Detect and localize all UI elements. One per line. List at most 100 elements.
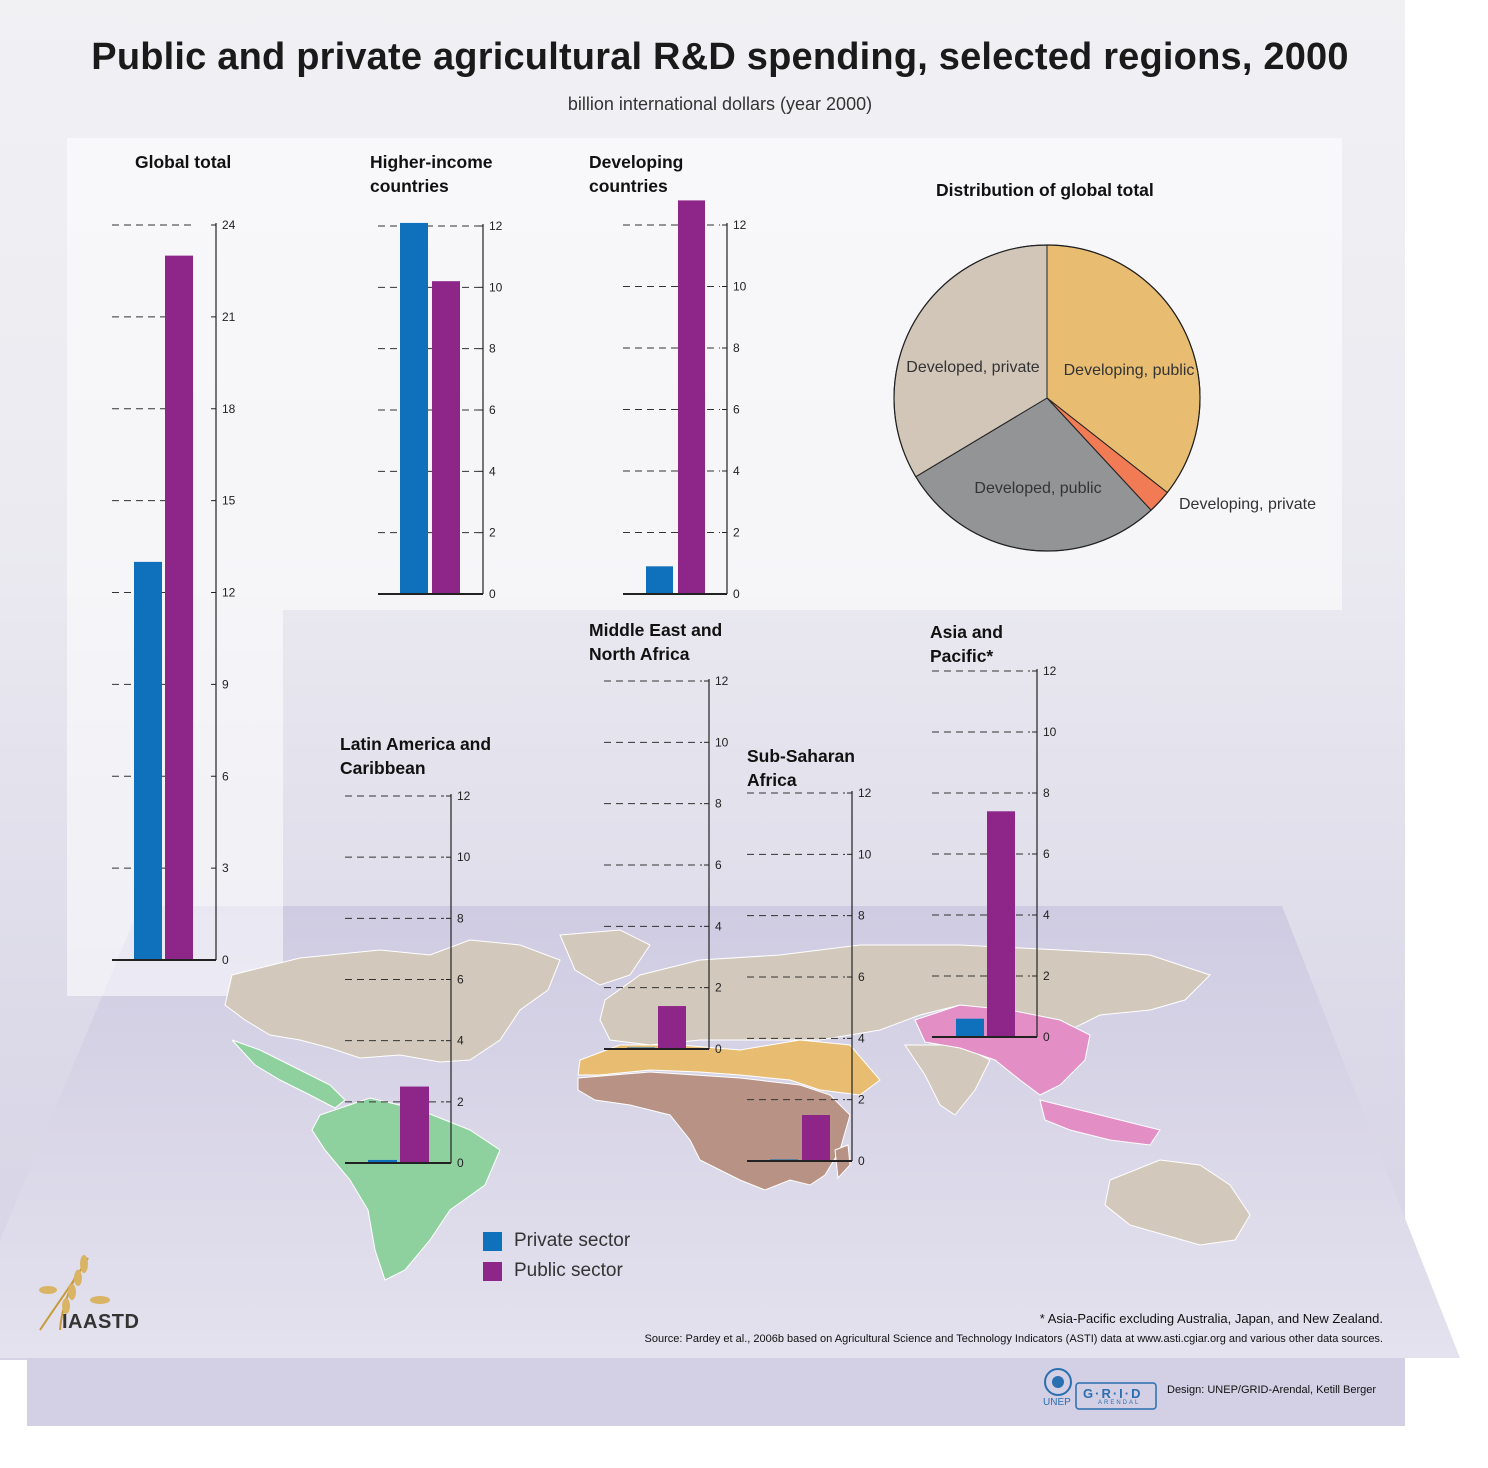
pie-label: Developed, public bbox=[974, 480, 1101, 497]
legend-label-public: Public sector bbox=[514, 1260, 623, 1281]
y-tick-label: 6 bbox=[457, 973, 464, 987]
chart-title-line: Latin America and bbox=[340, 734, 492, 754]
y-tick-label: 8 bbox=[1043, 786, 1050, 800]
pie-label: Developing, public bbox=[1064, 362, 1195, 379]
y-tick-label: 6 bbox=[1043, 847, 1050, 861]
y-tick-label: 0 bbox=[489, 587, 496, 601]
grid-logo-text: G·R·I·D bbox=[1083, 1386, 1143, 1401]
y-tick-label: 3 bbox=[222, 861, 229, 875]
chart-title-sub-saharan: Sub-Saharan Africa bbox=[747, 744, 855, 792]
y-tick-label: 24 bbox=[222, 218, 236, 232]
y-tick-label: 12 bbox=[715, 674, 729, 688]
y-tick-label: 4 bbox=[457, 1034, 464, 1048]
bar-public bbox=[432, 281, 460, 594]
y-tick-label: 4 bbox=[1043, 908, 1050, 922]
y-tick-label: 0 bbox=[457, 1156, 464, 1170]
footer-band bbox=[27, 1358, 1405, 1426]
y-tick-label: 12 bbox=[858, 786, 872, 800]
chart-title-line: Developing bbox=[589, 152, 684, 172]
chart-title-line: Caribbean bbox=[340, 758, 426, 778]
chart-title-line: Higher-income bbox=[370, 152, 493, 172]
y-tick-label: 12 bbox=[733, 218, 747, 232]
wheat-icon bbox=[39, 1255, 110, 1331]
map-australia bbox=[1104, 1159, 1251, 1246]
iaastd-logo-text: IAASTD bbox=[62, 1311, 140, 1333]
design-credit: Design: UNEP/GRID-Arendal, Ketill Berger bbox=[1167, 1384, 1377, 1396]
map-central-america bbox=[231, 1039, 346, 1109]
y-tick-label: 8 bbox=[489, 342, 496, 356]
grid-logo-icon bbox=[1075, 1382, 1157, 1410]
chart-title-line: countries bbox=[589, 176, 668, 196]
map-south-america bbox=[311, 1097, 501, 1281]
y-tick-label: 9 bbox=[222, 677, 229, 691]
y-tick-label: 2 bbox=[489, 526, 496, 540]
y-tick-label: 6 bbox=[489, 403, 496, 417]
bar-private bbox=[368, 1159, 397, 1163]
chart-title-line: countries bbox=[370, 176, 449, 196]
legend-item-public: Public sector bbox=[483, 1260, 623, 1282]
y-tick-label: 0 bbox=[858, 1154, 865, 1168]
chart-title-line: Middle East and bbox=[589, 620, 723, 640]
y-tick-label: 12 bbox=[1043, 664, 1057, 678]
y-tick-label: 4 bbox=[858, 1031, 865, 1045]
legend-swatch-public bbox=[483, 1261, 502, 1281]
page-title: Public and private agricultural R&D spen… bbox=[91, 36, 1349, 78]
bar-public bbox=[658, 1006, 686, 1049]
y-tick-label: 10 bbox=[489, 280, 503, 294]
y-tick-label: 0 bbox=[1043, 1030, 1050, 1044]
chart-title-line: Africa bbox=[747, 770, 797, 790]
y-tick-label: 8 bbox=[715, 797, 722, 811]
y-tick-label: 8 bbox=[457, 911, 464, 925]
chart-title-line: Asia and bbox=[930, 622, 1003, 642]
map-middle-east-north-africa bbox=[577, 1039, 881, 1096]
pie-label: Developing, private bbox=[1179, 496, 1316, 513]
unep-logo-text: UNEP bbox=[1043, 1397, 1071, 1408]
chart-title-line: Sub-Saharan bbox=[747, 746, 855, 766]
y-tick-label: 4 bbox=[733, 464, 740, 478]
y-tick-label: 2 bbox=[457, 1095, 464, 1109]
y-tick-label: 6 bbox=[715, 858, 722, 872]
source-note: Source: Pardey et al., 2006b based on Ag… bbox=[644, 1333, 1383, 1345]
y-tick-label: 12 bbox=[457, 789, 471, 803]
chart-title-pie: Distribution of global total bbox=[936, 180, 1154, 200]
pie-label: Developed, private bbox=[906, 359, 1040, 376]
bar-public bbox=[987, 811, 1015, 1037]
y-tick-label: 2 bbox=[733, 526, 740, 540]
y-tick-label: 4 bbox=[489, 464, 496, 478]
y-tick-label: 15 bbox=[222, 494, 236, 508]
y-tick-label: 0 bbox=[715, 1042, 722, 1056]
y-tick-label: 10 bbox=[457, 850, 471, 864]
y-tick-label: 0 bbox=[733, 587, 740, 601]
y-tick-label: 4 bbox=[715, 919, 722, 933]
pie-outline bbox=[893, 244, 1201, 552]
y-tick-label: 2 bbox=[1043, 969, 1050, 983]
chart-title-line: Pacific* bbox=[930, 646, 994, 666]
bar-private bbox=[646, 566, 673, 594]
y-tick-label: 18 bbox=[222, 402, 236, 416]
y-tick-label: 2 bbox=[715, 981, 722, 995]
y-tick-label: 8 bbox=[733, 341, 740, 355]
y-tick-label: 0 bbox=[222, 953, 229, 967]
y-tick-label: 10 bbox=[733, 280, 747, 294]
page-subtitle: billion international dollars (year 2000… bbox=[567, 94, 873, 114]
y-tick-label: 8 bbox=[858, 909, 865, 923]
legend-label-private: Private sector bbox=[514, 1230, 631, 1251]
chart-title-mena: Middle East and North Africa bbox=[589, 618, 722, 666]
y-tick-label: 10 bbox=[858, 847, 872, 861]
legend-item-private: Private sector bbox=[483, 1230, 630, 1252]
footnote: * Asia-Pacific excluding Australia, Japa… bbox=[1039, 1311, 1383, 1326]
y-tick-label: 12 bbox=[222, 586, 236, 600]
chart-title-latin-america: Latin America and Caribbean bbox=[340, 732, 491, 780]
bar-private bbox=[956, 1018, 984, 1037]
bar-private bbox=[400, 222, 428, 594]
chart-title-developing: Developing countries bbox=[589, 150, 683, 198]
y-tick-label: 12 bbox=[489, 219, 503, 233]
y-tick-label: 2 bbox=[858, 1093, 865, 1107]
chart-title-global-total: Global total bbox=[135, 152, 232, 172]
y-tick-label: 6 bbox=[858, 970, 865, 984]
bar-private bbox=[134, 561, 162, 960]
bar-public bbox=[802, 1115, 830, 1161]
y-tick-label: 21 bbox=[222, 310, 236, 324]
